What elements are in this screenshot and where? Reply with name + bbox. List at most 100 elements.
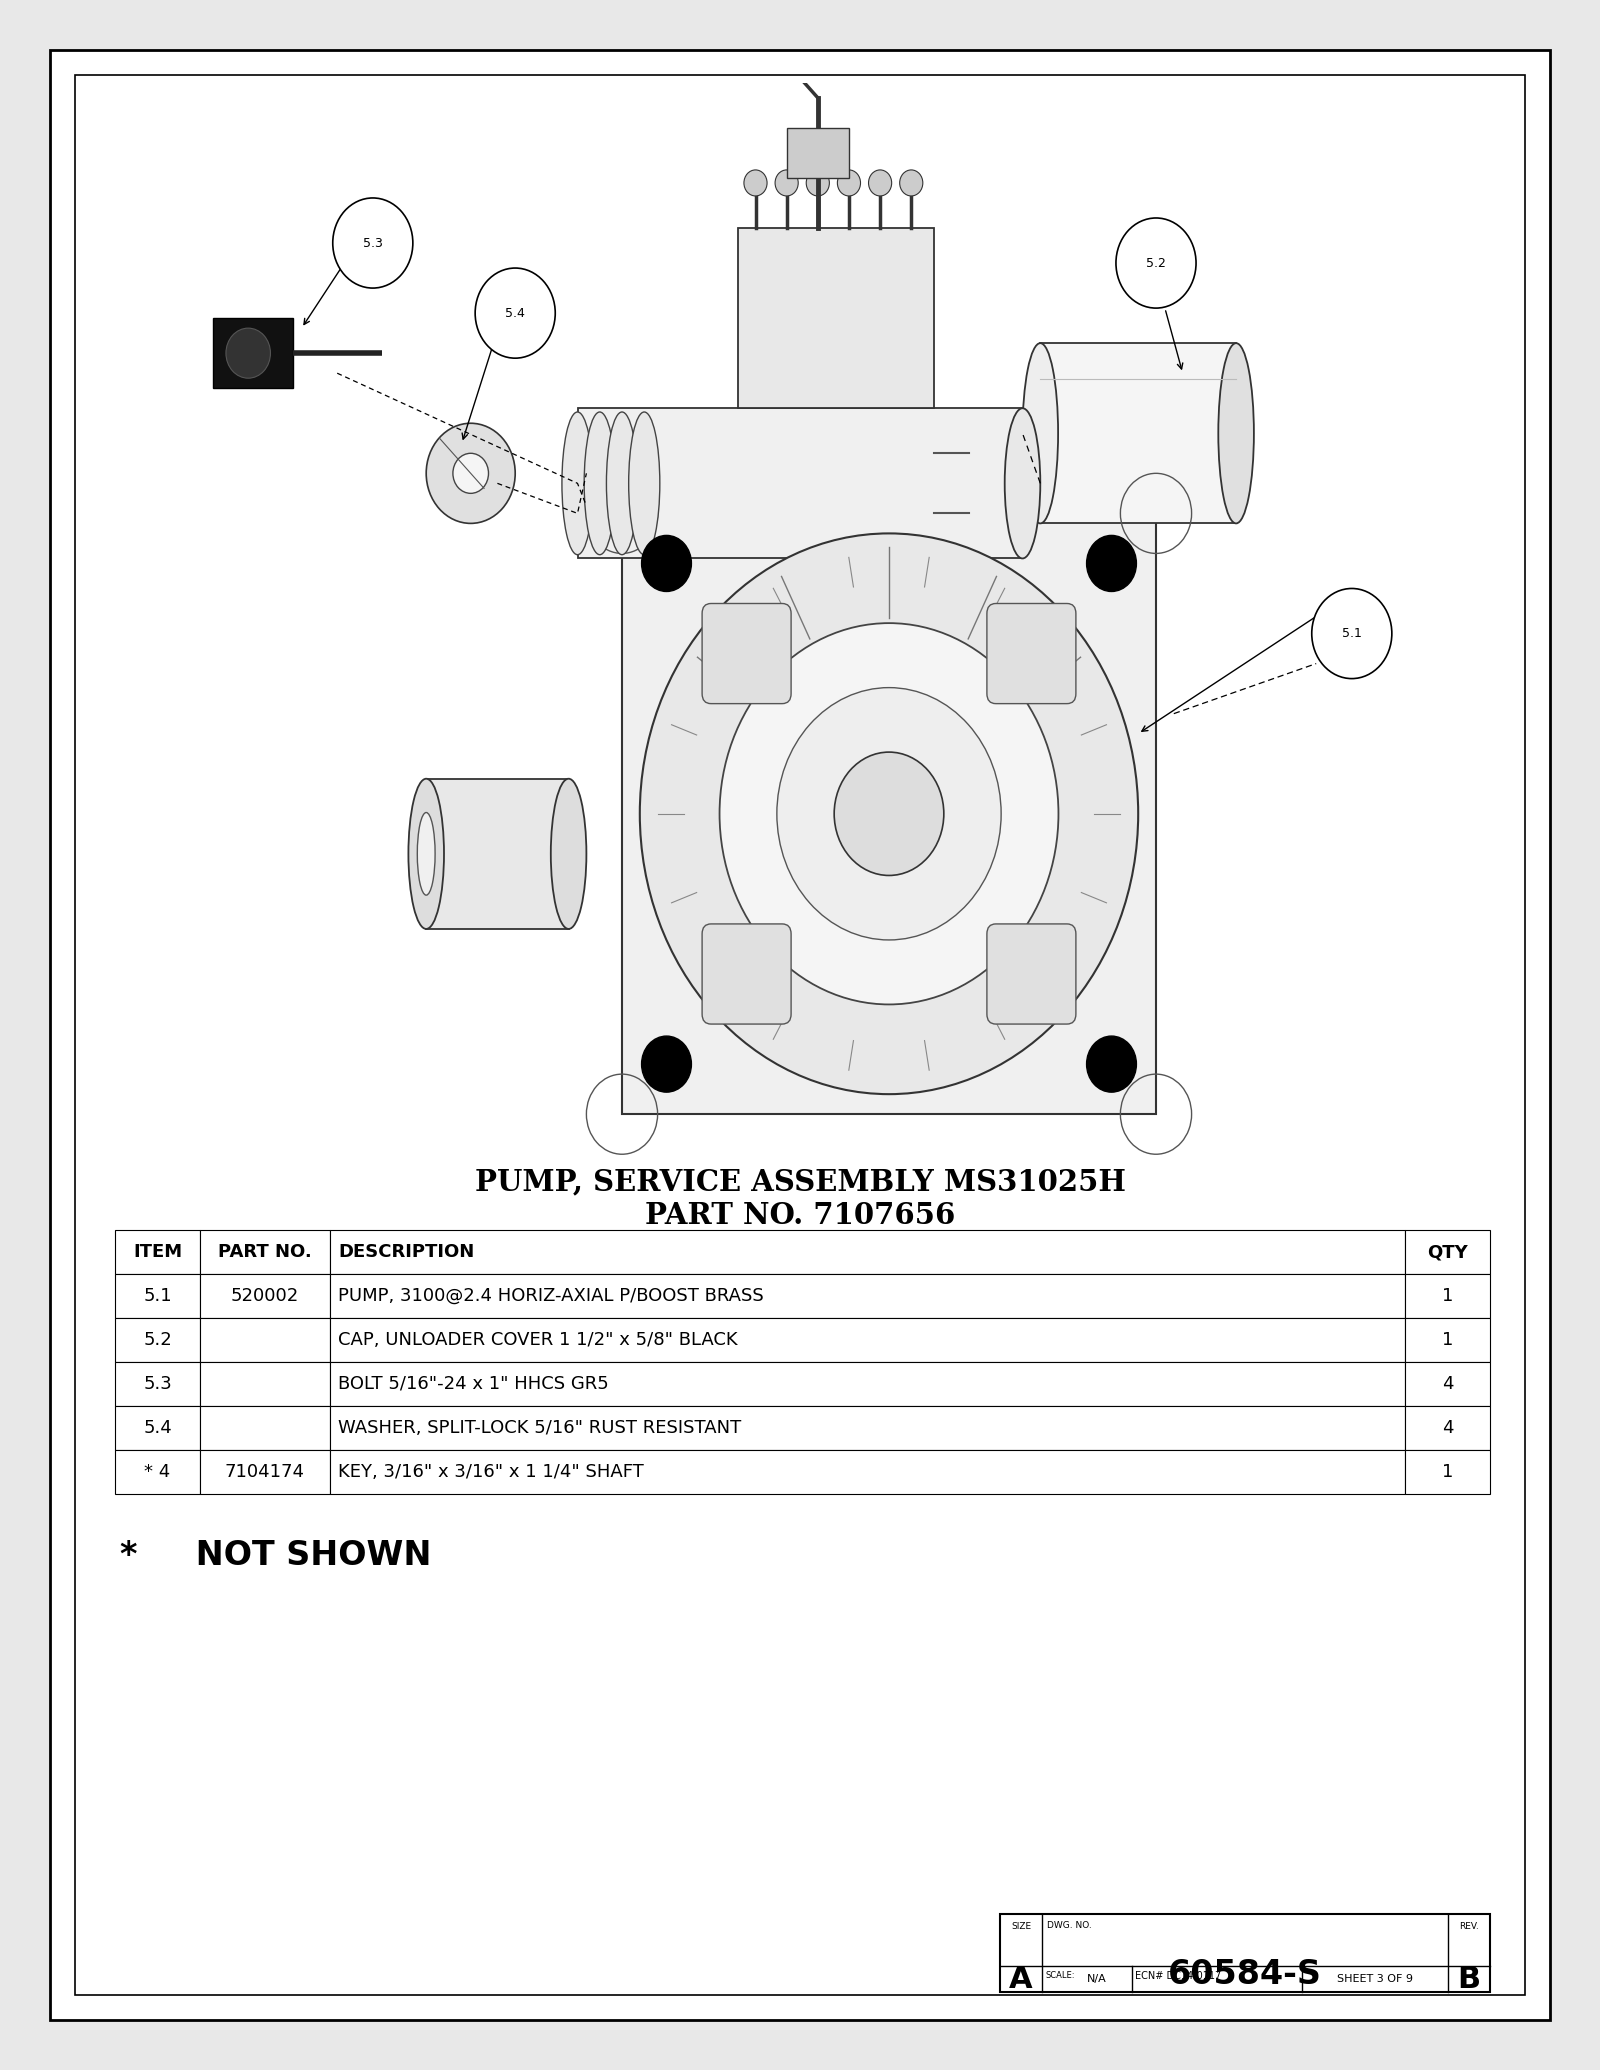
Circle shape xyxy=(1086,1037,1136,1093)
Text: 60584-S: 60584-S xyxy=(1168,1958,1322,1991)
Ellipse shape xyxy=(1005,408,1040,559)
Bar xyxy=(1405,1230,1490,1273)
Bar xyxy=(330,1230,1405,1273)
Circle shape xyxy=(426,422,515,524)
Text: 5.1: 5.1 xyxy=(1342,627,1362,640)
Text: WASHER, SPLIT-LOCK 5/16" RUST RESISTANT: WASHER, SPLIT-LOCK 5/16" RUST RESISTANT xyxy=(338,1420,741,1437)
Text: * 4: * 4 xyxy=(144,1463,171,1480)
Bar xyxy=(1405,1273,1490,1319)
Ellipse shape xyxy=(408,778,445,929)
Circle shape xyxy=(899,170,923,197)
Bar xyxy=(330,1449,1405,1495)
Text: ECN# DC14-0117: ECN# DC14-0117 xyxy=(1134,1971,1221,1981)
Bar xyxy=(330,1406,1405,1449)
Text: SIZE: SIZE xyxy=(1011,1923,1030,1931)
FancyBboxPatch shape xyxy=(702,923,790,1025)
FancyBboxPatch shape xyxy=(702,604,790,704)
Bar xyxy=(1405,1362,1490,1406)
Circle shape xyxy=(834,751,944,876)
Bar xyxy=(787,128,850,178)
Circle shape xyxy=(720,623,1059,1004)
Circle shape xyxy=(869,170,891,197)
Text: A: A xyxy=(1010,1964,1034,1993)
Text: *     NOT SHOWN: * NOT SHOWN xyxy=(120,1540,432,1571)
Ellipse shape xyxy=(562,412,594,555)
Text: BOLT 5/16"-24 x 1" HHCS GR5: BOLT 5/16"-24 x 1" HHCS GR5 xyxy=(338,1374,608,1393)
Text: PUMP, 3100@2.4 HORIZ-AXIAL P/BOOST BRASS: PUMP, 3100@2.4 HORIZ-AXIAL P/BOOST BRASS xyxy=(338,1288,763,1304)
Bar xyxy=(200,1319,330,1362)
Text: SHEET 3 OF 9: SHEET 3 OF 9 xyxy=(1338,1975,1413,1983)
Text: CAP, UNLOADER COVER 1 1/2" x 5/8" BLACK: CAP, UNLOADER COVER 1 1/2" x 5/8" BLACK xyxy=(338,1331,738,1350)
Bar xyxy=(330,1273,1405,1319)
Bar xyxy=(115,1449,200,1495)
Ellipse shape xyxy=(629,412,659,555)
Text: 1: 1 xyxy=(1442,1288,1453,1304)
Text: SCALE:: SCALE: xyxy=(1045,1971,1075,1981)
Text: 4: 4 xyxy=(1442,1374,1453,1393)
Circle shape xyxy=(333,199,413,288)
Bar xyxy=(738,228,933,408)
Bar xyxy=(200,1273,330,1319)
Bar xyxy=(200,1449,330,1495)
FancyBboxPatch shape xyxy=(213,319,293,389)
Text: B: B xyxy=(1458,1964,1480,1993)
Bar xyxy=(200,1362,330,1406)
Circle shape xyxy=(475,267,555,358)
Bar xyxy=(1405,1319,1490,1362)
Bar xyxy=(115,1362,200,1406)
Text: 5.2: 5.2 xyxy=(1146,257,1166,269)
Circle shape xyxy=(744,170,766,197)
Circle shape xyxy=(642,536,691,592)
Circle shape xyxy=(806,170,829,197)
Bar xyxy=(330,1319,1405,1362)
Ellipse shape xyxy=(550,778,586,929)
FancyBboxPatch shape xyxy=(987,604,1075,704)
Text: REV.: REV. xyxy=(1459,1923,1478,1931)
Circle shape xyxy=(774,170,798,197)
Bar xyxy=(1405,1406,1490,1449)
Circle shape xyxy=(1115,217,1197,308)
Text: PART NO. 7107656: PART NO. 7107656 xyxy=(645,1201,955,1230)
Bar xyxy=(115,1273,200,1319)
Bar xyxy=(1000,1915,1490,1991)
Text: ITEM: ITEM xyxy=(133,1242,182,1261)
Text: KEY, 3/16" x 3/16" x 1 1/4" SHAFT: KEY, 3/16" x 3/16" x 1 1/4" SHAFT xyxy=(338,1463,643,1480)
Circle shape xyxy=(453,453,488,493)
Bar xyxy=(200,1230,330,1273)
Text: PUMP, SERVICE ASSEMBLY MS31025H: PUMP, SERVICE ASSEMBLY MS31025H xyxy=(475,1167,1125,1196)
Circle shape xyxy=(226,329,270,379)
Bar xyxy=(622,513,1155,1114)
FancyBboxPatch shape xyxy=(987,923,1075,1025)
Ellipse shape xyxy=(606,412,637,555)
Bar xyxy=(330,1362,1405,1406)
Circle shape xyxy=(1312,588,1392,679)
Circle shape xyxy=(640,534,1138,1095)
Text: 5.3: 5.3 xyxy=(363,236,382,250)
Ellipse shape xyxy=(1022,344,1058,524)
Circle shape xyxy=(837,170,861,197)
Bar xyxy=(115,1319,200,1362)
Bar xyxy=(1040,344,1237,524)
Bar xyxy=(115,1406,200,1449)
Text: 4: 4 xyxy=(1442,1420,1453,1437)
Text: 1: 1 xyxy=(1442,1463,1453,1480)
Bar xyxy=(115,1230,200,1273)
Circle shape xyxy=(1086,536,1136,592)
Text: 5.4: 5.4 xyxy=(142,1420,171,1437)
Bar xyxy=(426,778,568,929)
Text: N/A: N/A xyxy=(1086,1975,1107,1983)
Text: 5.4: 5.4 xyxy=(506,306,525,319)
Bar xyxy=(200,1406,330,1449)
Text: 5.3: 5.3 xyxy=(142,1374,171,1393)
Ellipse shape xyxy=(418,814,435,894)
Ellipse shape xyxy=(584,412,616,555)
Text: PART NO.: PART NO. xyxy=(218,1242,312,1261)
Text: 1: 1 xyxy=(1442,1331,1453,1350)
Bar xyxy=(578,408,1022,559)
Circle shape xyxy=(778,687,1002,940)
Text: 7104174: 7104174 xyxy=(226,1463,306,1480)
Text: DESCRIPTION: DESCRIPTION xyxy=(338,1242,474,1261)
Ellipse shape xyxy=(1218,344,1254,524)
Text: 5.1: 5.1 xyxy=(142,1288,171,1304)
Text: 520002: 520002 xyxy=(230,1288,299,1304)
